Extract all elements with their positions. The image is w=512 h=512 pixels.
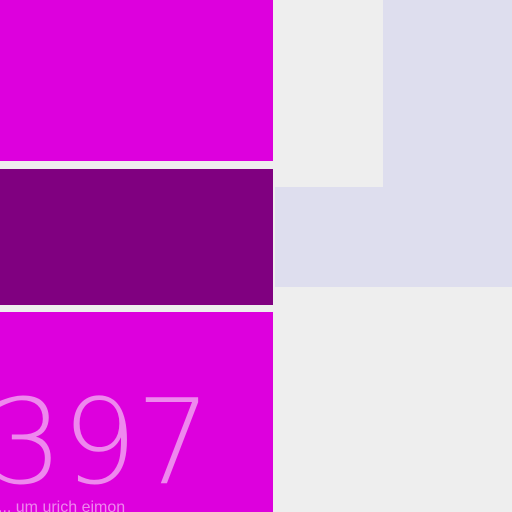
live-tile-middle[interactable] [0, 169, 273, 305]
tile-count-number: 397 [0, 373, 211, 511]
live-tile-bottom[interactable] [0, 312, 273, 512]
lavender-panel-horizontal [275, 187, 512, 287]
tile-caption-text: ... um urich eimon [0, 499, 126, 512]
live-tile-top[interactable] [0, 0, 273, 161]
empty-panel [275, 0, 383, 187]
